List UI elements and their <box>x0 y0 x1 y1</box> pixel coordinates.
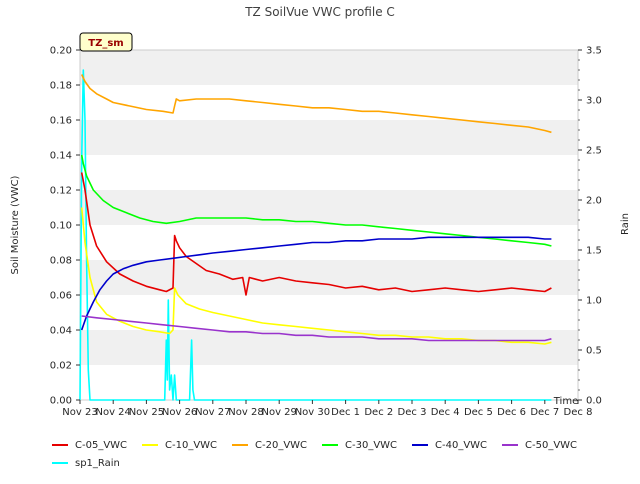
y-tick-label: 0.02 <box>50 361 72 372</box>
y-axis-label: Soil Moisture (VWC) <box>10 175 21 274</box>
legend-item: C-10_VWC <box>142 440 232 451</box>
badge-label: TZ_sm <box>88 38 123 49</box>
x-tick-label: Dec 4 <box>431 407 460 418</box>
grid-band <box>80 120 578 155</box>
y-tick-label: 0.04 <box>50 326 72 337</box>
legend-item: C-40_VWC <box>412 440 502 451</box>
grid-band <box>80 85 578 120</box>
y2-tick-label: 3.5 <box>586 46 602 57</box>
x-tick-label: Nov 23 <box>62 407 97 418</box>
y-tick-label: 0.06 <box>50 291 72 302</box>
y-tick-label: 0.14 <box>50 151 72 162</box>
legend-label: sp1_Rain <box>75 457 120 469</box>
badge: TZ_sm <box>79 32 133 52</box>
legend-swatch <box>52 444 68 446</box>
x-tick-label: Nov 25 <box>129 407 164 418</box>
grid-band <box>80 190 578 225</box>
y2-tick-label: 0.5 <box>586 346 602 357</box>
y2-tick-label: 1.0 <box>586 296 602 307</box>
x-tick-label: Dec 6 <box>497 407 526 418</box>
x-tick-label: Dec 5 <box>464 407 493 418</box>
legend-item: C-50_VWC <box>502 440 592 451</box>
y2-tick-label: 3.0 <box>586 96 602 107</box>
y2-tick-label: 0.0 <box>586 396 602 407</box>
legend-item: C-05_VWC <box>52 440 142 451</box>
legend-swatch <box>52 462 68 464</box>
series-line-c-20-vwc <box>80 74 552 134</box>
series-line-sp1-rain <box>79 69 552 401</box>
series-line-c-30-vwc <box>80 154 552 247</box>
legend-item: sp1_Rain <box>52 458 142 469</box>
y-tick-label: 0.00 <box>50 396 72 407</box>
legend-label: C-10_VWC <box>165 439 218 451</box>
grid-band <box>80 330 578 365</box>
legend-swatch <box>322 444 338 446</box>
legend-swatch <box>412 444 428 446</box>
grid-band <box>80 295 578 330</box>
grid-band <box>80 260 578 295</box>
legend: C-05_VWC C-10_VWC C-20_VWC C-30_VWC C-40_VWC… <box>52 436 612 472</box>
y-tick-label: 0.18 <box>50 81 72 92</box>
series-line-c-50-vwc <box>81 315 552 342</box>
grid-bands <box>80 50 578 400</box>
y-tick-label: 0.10 <box>50 221 72 232</box>
legend-label: C-30_VWC <box>345 439 398 451</box>
x-tick-label: Dec 1 <box>331 407 360 418</box>
legend-item: C-20_VWC <box>232 440 322 451</box>
x-tick-label: Nov 30 <box>295 407 330 418</box>
x-tick-label: Nov 28 <box>228 407 263 418</box>
legend-swatch <box>502 444 518 446</box>
x-axis-label: Time <box>553 396 578 407</box>
series-line-c-05-vwc <box>80 172 552 296</box>
x-tick-label: Nov 26 <box>162 407 197 418</box>
legend-swatch <box>232 444 248 446</box>
y2-tick-label: 2.5 <box>586 146 602 157</box>
legend-label: C-20_VWC <box>255 439 308 451</box>
x-tick-label: Dec 7 <box>530 407 559 418</box>
y2-tick-label: 2.0 <box>586 196 602 207</box>
series-line-c-10-vwc <box>80 207 552 345</box>
x-tick-label: Dec 3 <box>398 407 427 418</box>
legend-swatch <box>142 444 158 446</box>
y-tick-label: 0.08 <box>50 256 72 267</box>
series-line-c-40-vwc <box>80 236 552 331</box>
legend-row: sp1_Rain <box>52 454 612 472</box>
x-tick-label: Nov 27 <box>195 407 230 418</box>
y2-axis-label: Rain <box>620 213 631 235</box>
legend-row: C-05_VWC C-10_VWC C-20_VWC C-30_VWC C-40_VWC… <box>52 436 612 454</box>
x-tick-label: Nov 24 <box>95 407 130 418</box>
x-tick-label: Dec 8 <box>564 407 593 418</box>
grid-band <box>80 155 578 190</box>
chart-title: TZ SoilVue VWC profile C <box>244 5 395 19</box>
y-axis: 0.00 0.02 0.04 0.06 0.08 0.10 0.12 0.14 0.16 0.18… <box>50 46 80 407</box>
badge-box <box>79 32 133 52</box>
legend-item: C-30_VWC <box>322 440 412 451</box>
y2-axis: 0.0 0.5 1.0 1.5 2.0 2.5 3.0 3.5 <box>578 46 602 407</box>
grid-band <box>80 365 578 400</box>
series-layer <box>79 69 552 401</box>
legend-label: C-50_VWC <box>525 439 578 451</box>
y2-tick-label: 1.5 <box>586 246 602 257</box>
y-tick-label: 0.16 <box>50 116 72 127</box>
x-tick-label: Nov 29 <box>261 407 296 418</box>
y-tick-label: 0.12 <box>50 186 72 197</box>
legend-label: C-05_VWC <box>75 439 128 451</box>
legend-label: C-40_VWC <box>435 439 488 451</box>
x-tick-label: Dec 2 <box>364 407 393 418</box>
grid-band <box>80 50 578 85</box>
y-tick-label: 0.20 <box>50 46 72 57</box>
